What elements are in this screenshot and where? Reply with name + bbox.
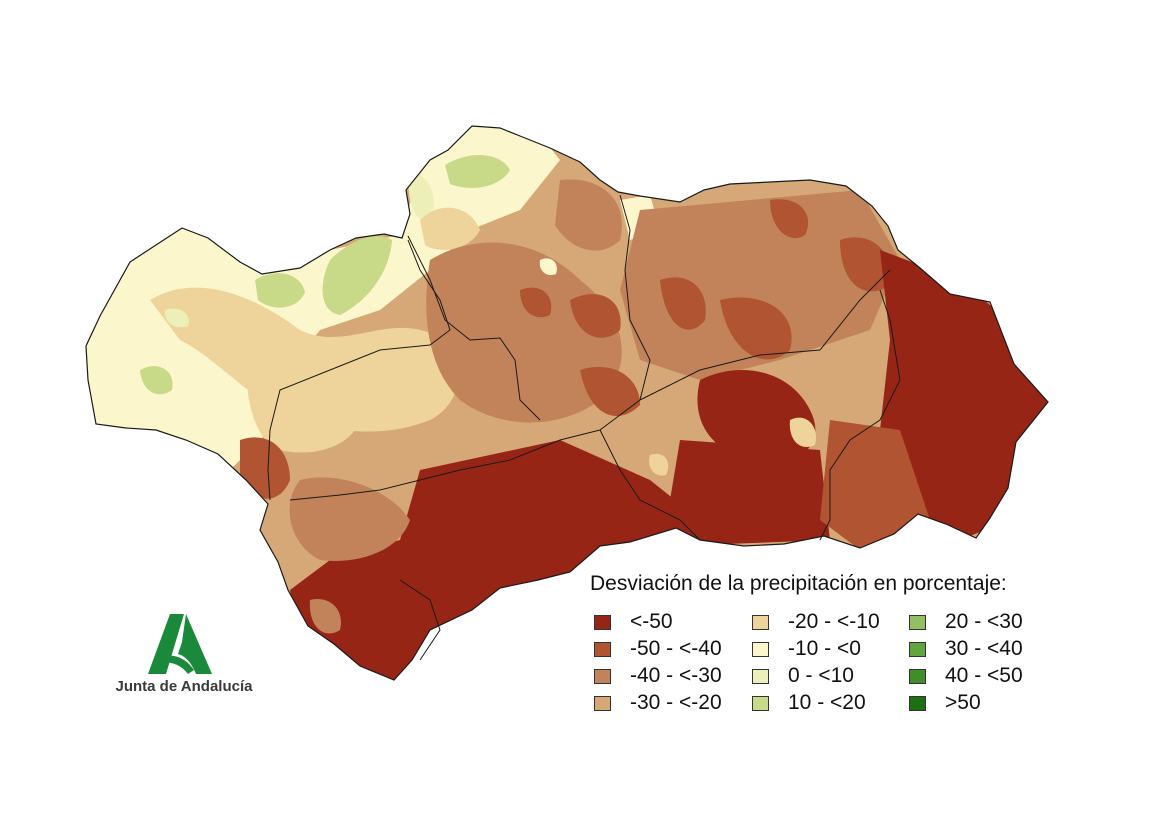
province-borders (267, 194, 901, 661)
legend-label: <-50 (630, 610, 673, 633)
province-border-malaga-granada (599, 429, 701, 541)
legend-label: 30 - <40 (945, 637, 1023, 660)
legend-label: 40 - <50 (945, 664, 1023, 687)
legend-swatch (909, 668, 926, 684)
legend-label: -20 - <-10 (788, 610, 880, 633)
legend-item: 10 - <20 (752, 691, 866, 714)
legend-swatch (594, 695, 611, 711)
province-border-cadiz-south (399, 579, 441, 661)
legend-swatch (752, 614, 769, 630)
legend-label: -50 - <-40 (630, 637, 722, 660)
andalucia-a-icon (148, 614, 212, 674)
legend-label: >50 (945, 691, 981, 714)
legend-swatch (909, 695, 926, 711)
legend-swatch (752, 695, 769, 711)
legend-swatch (594, 668, 611, 684)
province-border-jaen-granada (639, 269, 891, 401)
legend-label: 20 - <30 (945, 610, 1023, 633)
legend-swatch (594, 614, 611, 630)
province-border-granada-almeria (819, 289, 901, 541)
logo-text: Junta de Andalucía (115, 678, 253, 695)
legend-item: 30 - <40 (909, 637, 1023, 660)
legend-item: >50 (909, 691, 981, 714)
legend-item: -30 - <-20 (594, 691, 722, 714)
map-legend: Desviación de la precipitación en porcen… (590, 572, 1060, 722)
legend-label: -10 - <0 (788, 637, 861, 660)
legend-item: -50 - <-40 (594, 637, 722, 660)
legend-item: 0 - <10 (752, 664, 854, 687)
legend-label: -30 - <-20 (630, 691, 722, 714)
legend-item: -20 - <-10 (752, 610, 880, 633)
legend-swatch (909, 641, 926, 657)
legend-label: 10 - <20 (788, 691, 866, 714)
province-border-sevilla-cordoba (407, 235, 541, 421)
legend-title: Desviación de la precipitación en porcen… (590, 572, 1007, 595)
legend-swatch (594, 641, 611, 657)
legend-item: 20 - <30 (909, 610, 1023, 633)
legend-swatch (909, 614, 926, 630)
legend-item: <-50 (594, 610, 673, 633)
legend-label: -40 - <-30 (630, 664, 722, 687)
legend-item: -10 - <0 (752, 637, 861, 660)
legend-label: 0 - <10 (788, 664, 854, 687)
legend-swatch (752, 668, 769, 684)
legend-item: -40 - <-30 (594, 664, 722, 687)
province-border-cadiz-malaga (289, 429, 601, 501)
junta-de-andalucia-logo: Junta de Andalucía (108, 612, 268, 702)
legend-swatch (752, 641, 769, 657)
legend-item: 40 - <50 (909, 664, 1023, 687)
